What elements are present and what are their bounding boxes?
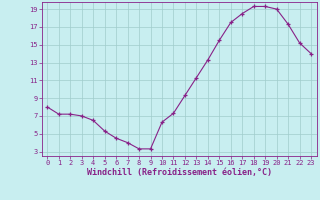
X-axis label: Windchill (Refroidissement éolien,°C): Windchill (Refroidissement éolien,°C) <box>87 168 272 177</box>
